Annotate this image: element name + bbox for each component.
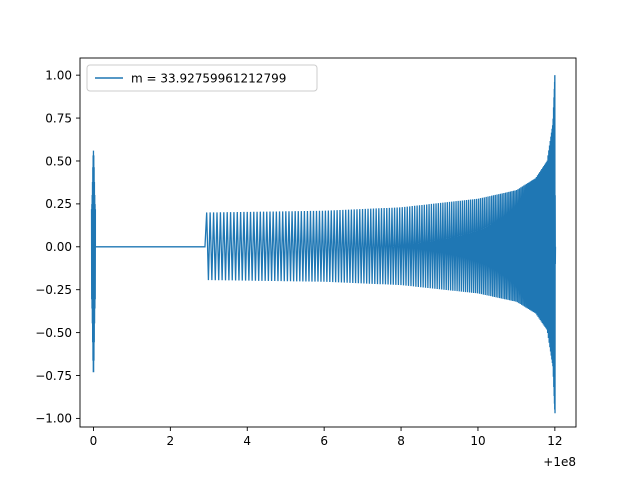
plot-area [90,75,557,414]
y-tick-label: 0.75 [45,111,72,125]
axes [79,57,577,428]
legend: m = 33.92759961212799 [86,64,318,92]
x-tick-label: 12 [547,434,562,448]
y-tick-label: 1.00 [45,68,72,82]
x-tick-label: 8 [397,434,405,448]
ticks: 0 2 4 6 8 10 12 −1.00 −0.75 −0.50 −0.25 0.00 0.25 0.5… [35,68,562,448]
x-tick-label: 4 [243,434,251,448]
y-tick-label: −0.75 [35,369,72,383]
series-line [90,75,557,414]
legend-box [86,64,318,92]
y-tick-label: −0.25 [35,283,72,297]
y-tick-label: −1.00 [35,412,72,426]
axes-frame [79,57,577,428]
y-tick-label: −0.50 [35,326,72,340]
y-tick-label: 0.25 [45,197,72,211]
x-offset-label: +1e8 [543,455,576,469]
x-tick-label: 6 [320,434,328,448]
x-tick-label: 10 [470,434,485,448]
legend-label: m = 33.92759961212799 [131,72,286,86]
x-tick-label: 2 [167,434,175,448]
y-tick-label: 0.00 [45,240,72,254]
x-tick-label: 0 [90,434,98,448]
y-tick-label: 0.50 [45,154,72,168]
